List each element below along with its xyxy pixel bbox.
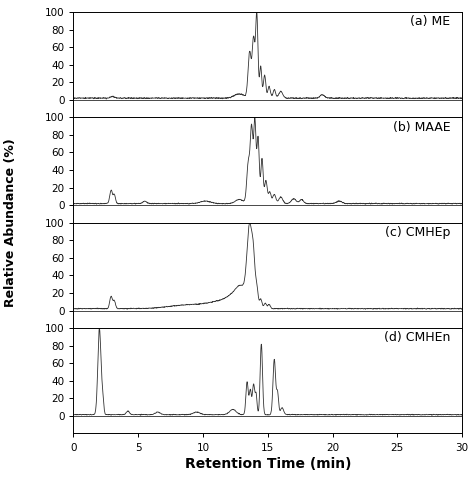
Text: (d) CMHEn: (d) CMHEn <box>384 331 450 344</box>
Text: Relative Abundance (%): Relative Abundance (%) <box>4 138 17 307</box>
Text: (a) ME: (a) ME <box>410 15 450 28</box>
Text: (b) MAAE: (b) MAAE <box>393 121 450 134</box>
X-axis label: Retention Time (min): Retention Time (min) <box>184 456 351 471</box>
Text: (c) CMHEp: (c) CMHEp <box>385 226 450 239</box>
